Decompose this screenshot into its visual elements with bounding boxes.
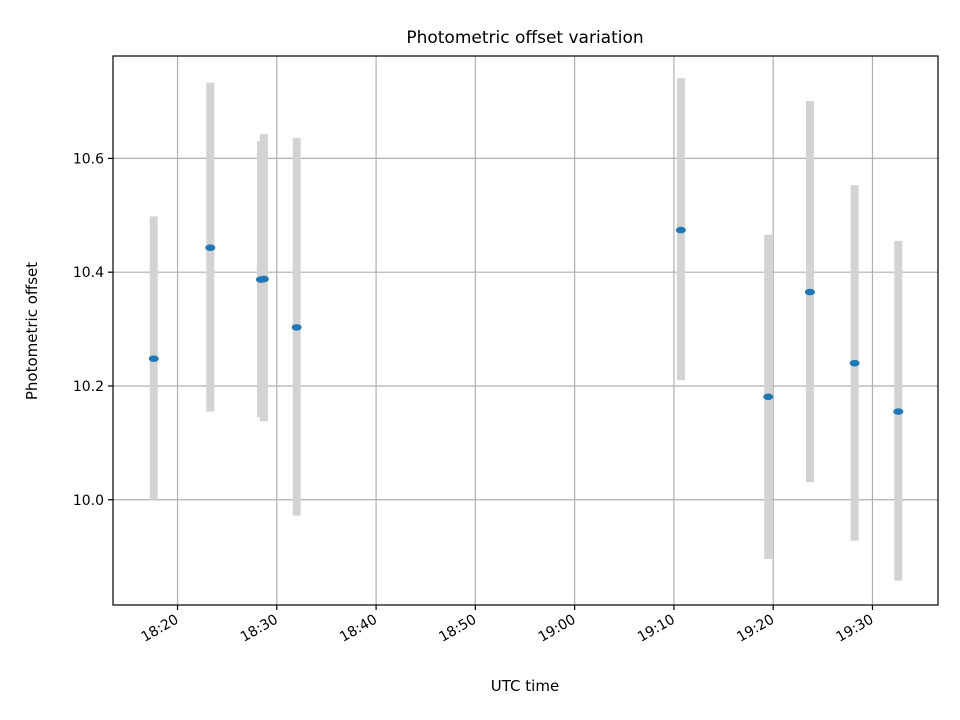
data-point [205, 244, 216, 252]
y-axis-label: Photometric offset [23, 262, 41, 400]
data-point [148, 355, 159, 362]
data-point [893, 408, 904, 415]
data-point [804, 288, 815, 296]
data-point [849, 359, 860, 367]
chart-title: Photometric offset variation [406, 28, 643, 48]
y-tick-label: 10.2 [73, 379, 104, 395]
data-point [258, 275, 269, 283]
x-axis-label: UTC time [491, 677, 559, 695]
y-tick-label: 10.0 [73, 493, 104, 509]
y-tick-label: 10.6 [73, 151, 104, 167]
y-tick-label: 10.4 [73, 265, 104, 281]
data-point [763, 393, 774, 401]
data-point [291, 324, 302, 331]
axes-frame [112, 55, 939, 606]
data-point [675, 226, 686, 234]
